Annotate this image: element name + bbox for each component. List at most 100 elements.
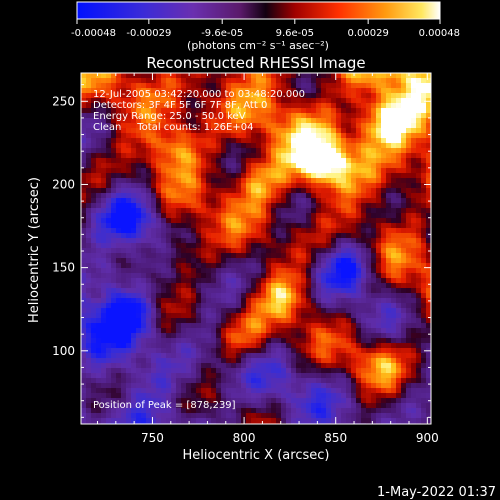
heatmap-cell (346, 403, 352, 409)
heatmap-cell (151, 338, 157, 344)
heatmap-cell (416, 378, 422, 384)
heatmap-cell (136, 318, 142, 324)
heatmap-cell (306, 103, 312, 109)
heatmap-cell (246, 113, 252, 119)
heatmap-cell (351, 83, 357, 89)
heatmap-cell (386, 208, 392, 214)
heatmap-cell (246, 173, 252, 179)
heatmap-cell (311, 163, 317, 169)
heatmap-cell (171, 238, 177, 244)
heatmap-cell (146, 123, 152, 129)
heatmap-cell (246, 323, 252, 329)
heatmap-cell (151, 148, 157, 154)
heatmap-cell (386, 368, 392, 374)
heatmap-cell (221, 208, 227, 214)
heatmap-cell (136, 108, 142, 114)
heatmap-cell (256, 393, 262, 399)
heatmap-cell (226, 383, 232, 389)
heatmap-cell (411, 268, 417, 274)
heatmap-cell (136, 103, 142, 109)
heatmap-cell (286, 208, 292, 214)
heatmap-cell (381, 323, 387, 329)
heatmap-cell (201, 213, 207, 219)
heatmap-cell (411, 188, 417, 194)
heatmap-cell (251, 253, 257, 259)
heatmap-cell (201, 293, 207, 299)
heatmap-cell (111, 378, 117, 384)
heatmap-cell (246, 358, 252, 364)
heatmap-cell (406, 208, 412, 214)
heatmap-cell (101, 228, 107, 234)
heatmap-cell (231, 298, 237, 304)
heatmap-cell (386, 258, 392, 264)
heatmap-cell (81, 413, 87, 419)
heatmap-cell (86, 223, 92, 229)
heatmap-cell (396, 253, 402, 259)
heatmap-cell (276, 353, 282, 359)
heatmap-cell (206, 93, 212, 99)
heatmap-cell (171, 353, 177, 359)
heatmap-cell (391, 328, 397, 334)
heatmap-cell (81, 328, 87, 334)
heatmap-cell (86, 398, 92, 404)
heatmap-cell (81, 368, 87, 374)
heatmap-cell (366, 93, 372, 99)
heatmap-cell (381, 163, 387, 169)
heatmap-cell (106, 368, 112, 374)
heatmap-cell (416, 303, 422, 309)
heatmap-cell (171, 203, 177, 209)
heatmap-cell (161, 118, 167, 124)
heatmap-cell (376, 223, 382, 229)
heatmap-cell (346, 133, 352, 139)
heatmap-cell (316, 303, 322, 309)
heatmap-cell (186, 238, 192, 244)
heatmap-cell (321, 323, 327, 329)
heatmap-cell (331, 283, 337, 289)
heatmap-cell (341, 298, 347, 304)
heatmap-cell (296, 218, 302, 224)
heatmap-cell (241, 173, 247, 179)
heatmap-cell (371, 78, 377, 84)
heatmap-cell (331, 408, 337, 414)
heatmap-cell (231, 223, 237, 229)
heatmap-cell (236, 88, 242, 94)
heatmap-cell (416, 408, 422, 414)
heatmap-cell (171, 283, 177, 289)
colorbar-tick-label: 0.00029 (347, 28, 388, 39)
heatmap-cell (391, 73, 397, 79)
heatmap-cell (331, 273, 337, 279)
heatmap-cell (286, 358, 292, 364)
heatmap-cell (306, 383, 312, 389)
heatmap-cell (156, 108, 162, 114)
heatmap-cell (146, 183, 152, 189)
heatmap-cell (306, 313, 312, 319)
heatmap-cell (256, 88, 262, 94)
heatmap-cell (321, 258, 327, 264)
heatmap-cell (206, 83, 212, 89)
heatmap-cell (166, 158, 172, 164)
heatmap-cell (121, 338, 127, 344)
heatmap-cell (266, 258, 272, 264)
heatmap-cell (306, 88, 312, 94)
heatmap-cell (406, 233, 412, 239)
heatmap-cell (201, 243, 207, 249)
heatmap-cell (406, 98, 412, 104)
heatmap-cell (226, 283, 232, 289)
heatmap-cell (266, 223, 272, 229)
heatmap-cell (191, 178, 197, 184)
heatmap-cell (396, 338, 402, 344)
heatmap-cell (391, 93, 397, 99)
heatmap-cell (241, 153, 247, 159)
heatmap-cell (246, 123, 252, 129)
heatmap-cell (171, 243, 177, 249)
heatmap-cell (196, 143, 202, 149)
heatmap-cell (91, 198, 97, 204)
heatmap-cell (331, 288, 337, 294)
heatmap-cell (341, 248, 347, 254)
heatmap-cell (101, 258, 107, 264)
heatmap-cell (276, 253, 282, 259)
heatmap-cell (326, 298, 332, 304)
heatmap-cell (321, 238, 327, 244)
heatmap-cell (91, 123, 97, 129)
heatmap-cell (301, 78, 307, 84)
